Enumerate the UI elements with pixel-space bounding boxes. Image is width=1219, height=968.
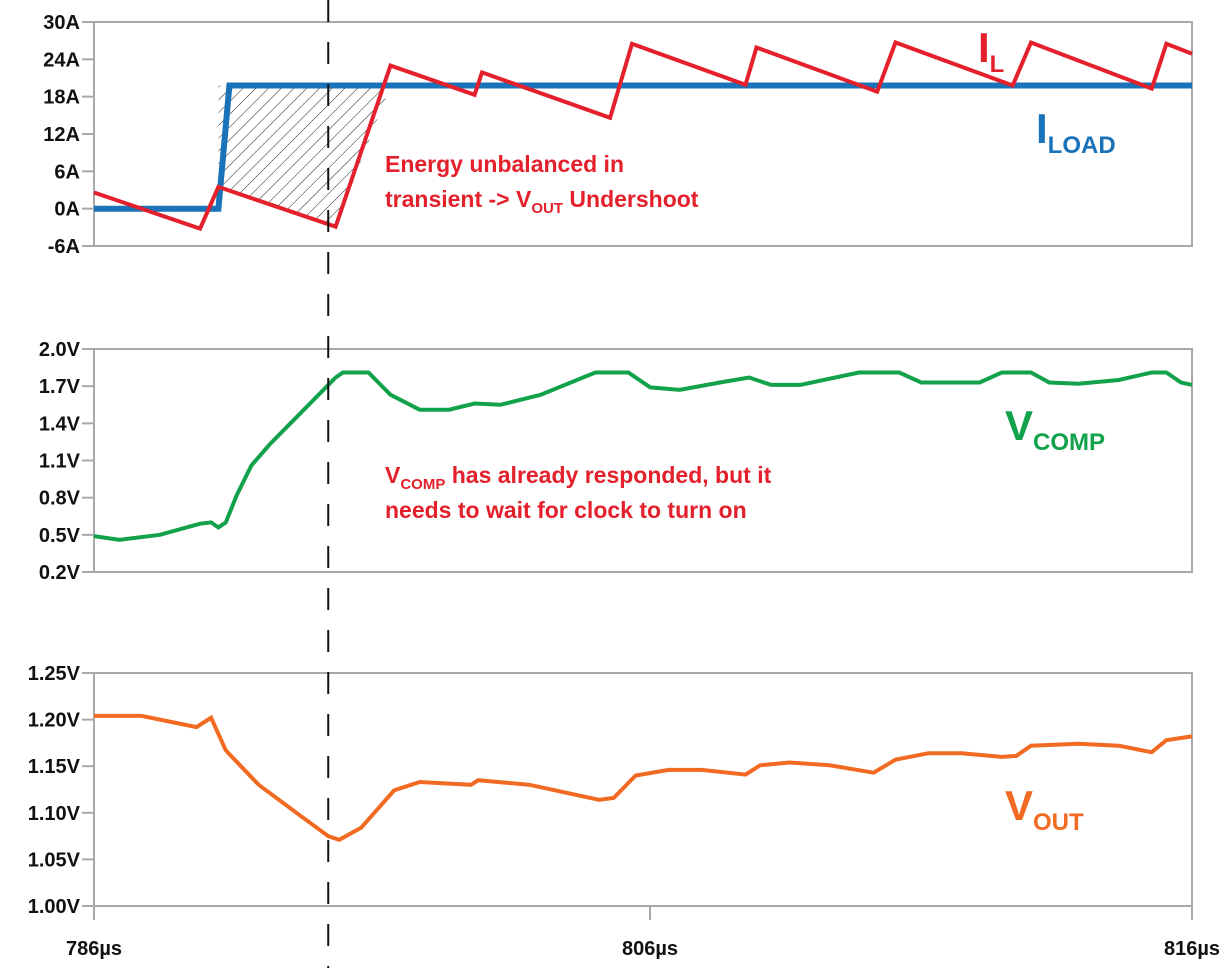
series-label-vout: VOUT (1005, 782, 1084, 836)
y-tick-label: 1.25V (28, 663, 81, 685)
y-tick-label: 0.5V (39, 525, 81, 547)
annotation-vcomp: VCOMP has already responded, but it (385, 462, 772, 493)
y-tick-label: 1.20V (28, 710, 81, 732)
series-label-il: IL (978, 24, 1004, 78)
y-tick-label: 2.0V (39, 339, 81, 361)
x-tick-label: 806µs (622, 938, 678, 960)
y-tick-label: 0A (54, 199, 80, 221)
series-line-i-load (94, 82, 1192, 212)
annotation-energy: Energy unbalanced in (385, 151, 624, 177)
y-tick-label: 12A (43, 124, 80, 146)
y-tick-label: 1.1V (39, 451, 81, 473)
series-line-v-out (94, 713, 1193, 842)
series-label-vcomp: VCOMP (1005, 402, 1105, 456)
y-tick-label: 1.15V (28, 756, 81, 778)
y-tick-label: 0.2V (39, 562, 81, 584)
x-tick-label: 786µs (66, 938, 122, 960)
plot-frame (93, 348, 1193, 573)
y-tick-label: 1.4V (39, 413, 81, 435)
y-tick-label: 24A (43, 49, 80, 71)
y-tick-label: 1.00V (28, 896, 81, 918)
y-tick-label: 0.8V (39, 488, 81, 510)
annotation-vcomp-line2: needs to wait for clock to turn on (385, 497, 747, 523)
series-line-v-comp (93, 370, 1193, 542)
y-tick-label: 1.7V (39, 376, 81, 398)
y-tick-label: 1.10V (28, 803, 81, 825)
y-tick-label: 1.05V (28, 849, 81, 871)
x-tick-label: 816µs (1164, 938, 1219, 960)
series-line-i-l (93, 39, 1193, 232)
plot-frame (93, 672, 1193, 907)
y-tick-label: 6A (54, 161, 80, 183)
annotation-energy-line2: transient -> VOUT Undershoot (385, 186, 699, 217)
y-tick-label: 30A (43, 12, 80, 34)
y-tick-label: -6A (48, 236, 80, 258)
y-tick-label: 18A (43, 87, 80, 109)
series-label-iload: ILOAD (1036, 105, 1116, 159)
